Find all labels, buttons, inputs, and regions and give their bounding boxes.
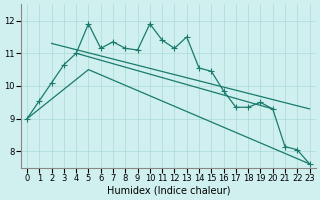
X-axis label: Humidex (Indice chaleur): Humidex (Indice chaleur) [107, 186, 230, 196]
